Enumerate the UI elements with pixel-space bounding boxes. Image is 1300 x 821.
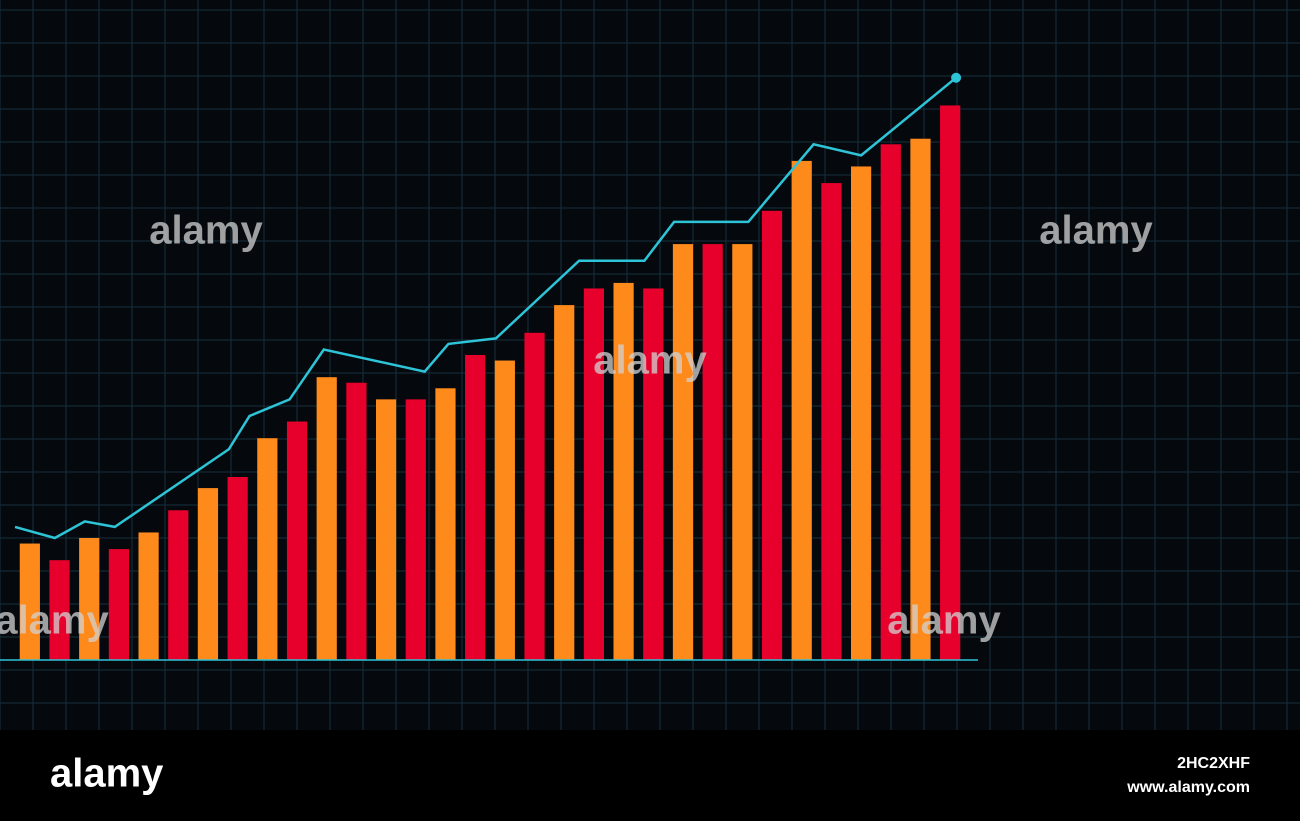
watermark: alamy: [1039, 209, 1153, 253]
bar: [583, 288, 604, 660]
bar: [821, 183, 842, 660]
bar: [257, 438, 278, 660]
watermark: alamy: [149, 209, 263, 253]
footer-bar: [0, 730, 1300, 821]
bar: [19, 543, 40, 660]
bar: [465, 355, 486, 660]
bar: [346, 382, 367, 660]
bar: [940, 105, 961, 661]
bar: [702, 244, 723, 660]
bar: [554, 305, 575, 660]
watermark: alamy: [593, 339, 707, 383]
bar: [197, 488, 219, 660]
trend-line: [14, 76, 957, 540]
trend-end-point: [951, 72, 962, 83]
bar: [79, 538, 100, 660]
bar: [791, 160, 812, 660]
bar: [376, 399, 397, 660]
watermarks: alamy alamy alamy alamy alamy: [0, 209, 1153, 643]
bar: [672, 244, 694, 660]
plot: [0, 72, 978, 661]
footer-brand: alamy: [50, 752, 164, 796]
bar: [613, 282, 634, 660]
bar: [643, 288, 664, 660]
bar: [761, 210, 783, 660]
bar: [910, 138, 931, 660]
watermark: alamy: [0, 599, 109, 643]
bar: [851, 166, 872, 661]
bar: [227, 477, 248, 660]
bar: [524, 332, 545, 660]
bar: [435, 388, 456, 660]
bar: [168, 510, 189, 660]
bar: [732, 244, 753, 660]
bar: [316, 377, 337, 660]
bar: [138, 532, 159, 660]
bar: [108, 549, 129, 660]
bar: [405, 399, 426, 660]
bar: [494, 360, 515, 660]
site-url: www.alamy.com: [1126, 779, 1250, 796]
bar: [49, 560, 70, 660]
watermark: alamy: [887, 599, 1001, 643]
bar: [286, 421, 308, 660]
bar: [880, 144, 901, 661]
image-id: 2HC2XHF: [1177, 755, 1250, 772]
